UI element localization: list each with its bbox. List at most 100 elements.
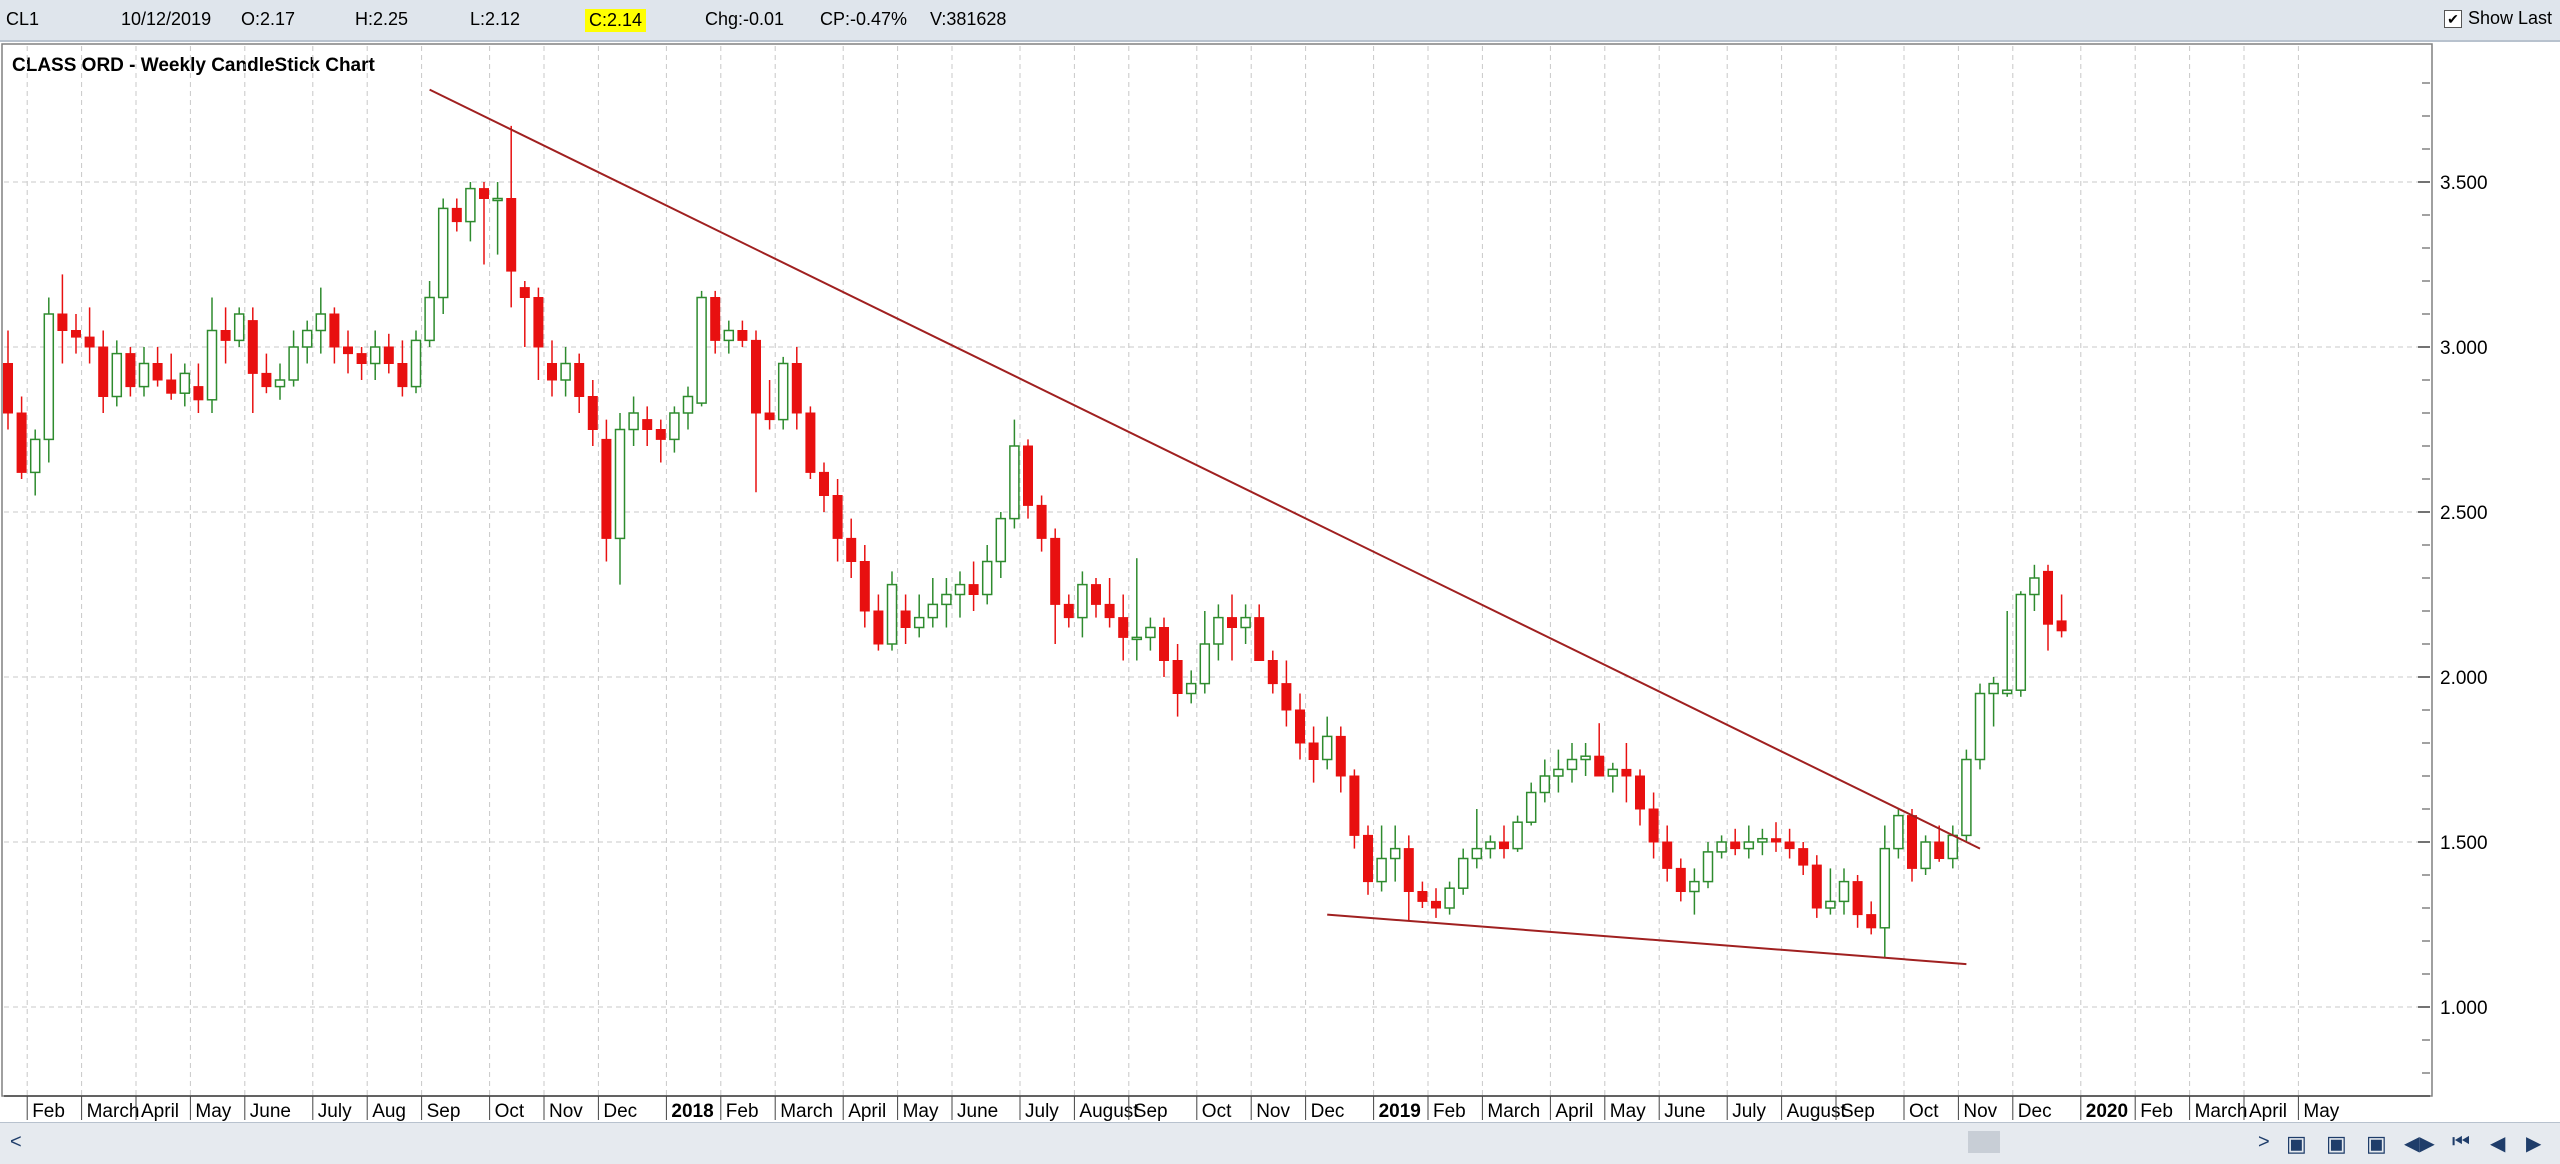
candle-body [941, 593, 952, 606]
candle [1648, 792, 1659, 859]
candle [642, 406, 653, 446]
candle-body [1934, 841, 1945, 859]
candle-body [247, 320, 258, 374]
x-tick-label: June [250, 1101, 291, 1122]
candle [1131, 558, 1143, 661]
candle-body [1771, 838, 1781, 843]
candle-body [1974, 692, 1986, 761]
x-tick-label: Feb [2140, 1101, 2173, 1122]
first-icon[interactable]: ⏮ [2452, 1131, 2470, 1153]
candle [1920, 835, 1931, 875]
candle [2056, 594, 2067, 638]
x-tick-label: Sep [1134, 1101, 1168, 1122]
candlestick-chart[interactable]: CLASS ORD - Weekly CandleStick Chart 3.5… [0, 42, 2560, 1122]
candle [1267, 650, 1278, 694]
candle-body [479, 188, 489, 200]
zoom-out-icon[interactable]: ▣ [2326, 1131, 2347, 1156]
x-tick-label: Sep [427, 1101, 461, 1122]
candle-body [1240, 616, 1251, 629]
candle [1159, 617, 1169, 677]
candle [410, 330, 422, 394]
candle [1743, 825, 1755, 859]
candle-body [1580, 755, 1591, 761]
scroll-thumb[interactable] [1968, 1131, 2000, 1153]
candle [1091, 578, 1101, 618]
candle-body [1131, 636, 1143, 641]
candle-body [1662, 841, 1673, 869]
zoom-in-icon[interactable]: ▣ [2286, 1131, 2307, 1156]
candle [138, 347, 150, 397]
candle-body [574, 363, 585, 397]
candle [1621, 743, 1632, 803]
candle [152, 347, 163, 387]
candle [261, 353, 272, 394]
change-pct-label: CP:-0.47% [820, 9, 908, 29]
candle [519, 281, 530, 347]
candle [1471, 809, 1483, 869]
x-tick-label: July [318, 1101, 352, 1122]
x-tick-label: Dec [1311, 1101, 1345, 1122]
candle-body [1852, 881, 1863, 916]
candle-body [369, 346, 381, 365]
candle [819, 462, 829, 512]
candle [125, 347, 136, 397]
x-tick-label: Nov [1256, 1101, 1290, 1122]
candle [587, 380, 598, 446]
candle-body [913, 616, 925, 629]
checkbox-icon[interactable]: ✔ [2443, 9, 2462, 28]
scroll-left-button[interactable]: < [10, 1131, 22, 1153]
x-tick-label: Oct [1909, 1101, 1939, 1122]
candle-body [1403, 848, 1414, 892]
candle-body [1363, 834, 1373, 883]
candle [383, 333, 394, 374]
candle-body [179, 372, 191, 394]
trendline [1327, 913, 1967, 966]
candle-body [791, 363, 802, 414]
x-tick-label: April [1555, 1101, 1593, 1122]
next-icon[interactable]: ▶ [2526, 1133, 2542, 1155]
candle [247, 307, 258, 413]
candle [1539, 759, 1551, 803]
show-last-toggle[interactable]: ✔ Show Last [2443, 8, 2552, 29]
candle-body [642, 419, 653, 431]
x-tick-label: March [1487, 1101, 1540, 1122]
candle [614, 413, 626, 585]
candle-body [343, 346, 353, 355]
candle-body [1308, 742, 1319, 760]
candle [873, 594, 884, 651]
candle-body [1621, 768, 1632, 777]
candle [1023, 439, 1033, 519]
candle [764, 380, 775, 430]
candle-body [1743, 841, 1755, 850]
candle [3, 330, 13, 430]
candle [1635, 769, 1645, 826]
candle-body [2015, 593, 2027, 691]
candle-body [1185, 682, 1197, 695]
chart-title: CLASS ORD - Weekly CandleStick Chart [12, 55, 376, 76]
reset-zoom-icon[interactable]: ▣ [2366, 1131, 2387, 1156]
candle-body [682, 395, 694, 414]
candle [1321, 716, 1333, 770]
candle-body [315, 313, 327, 332]
prev-icon[interactable]: ◀ [2490, 1133, 2506, 1155]
candle-body [1702, 851, 1714, 883]
candle [98, 330, 109, 413]
candle-body [71, 330, 81, 338]
scroll-right-button[interactable]: > [2258, 1131, 2270, 1153]
candle-body [356, 353, 367, 365]
candle-body [628, 412, 639, 431]
fit-icon[interactable]: ◀▶ [2404, 1133, 2435, 1155]
x-tick-label: Dec [2018, 1101, 2052, 1122]
candle [682, 386, 694, 430]
candle-body [1254, 617, 1265, 661]
candle-body [1757, 837, 1768, 843]
candle [791, 347, 802, 430]
candle-body [2056, 620, 2067, 632]
x-tick-label: Feb [1433, 1101, 1466, 1122]
candle [2001, 611, 2013, 697]
candle [601, 419, 612, 562]
candle [1172, 644, 1183, 717]
candle-body [1104, 603, 1115, 619]
candle [437, 198, 449, 314]
candle [1757, 828, 1768, 856]
